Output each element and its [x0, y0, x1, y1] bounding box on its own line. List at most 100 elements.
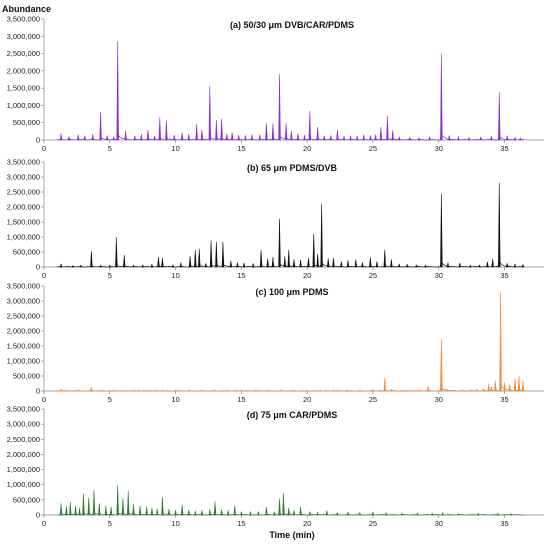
- peak-mark: [124, 130, 127, 141]
- y-tick-label: 2,500,000: [7, 435, 40, 444]
- peak-mark: [296, 133, 300, 141]
- peak-mark: [258, 134, 261, 141]
- peak-mark: [87, 497, 90, 516]
- peak-mark: [378, 389, 381, 392]
- peak-mark: [83, 135, 86, 141]
- x-tick-label: 25: [369, 519, 377, 528]
- y-tick-label: 1,500,000: [7, 84, 40, 93]
- peak-mark: [209, 240, 213, 268]
- peak-mark: [458, 262, 461, 268]
- x-tick-label: 15: [237, 144, 245, 153]
- peak-mark: [77, 134, 80, 141]
- peak-mark: [358, 389, 361, 392]
- peak-mark: [200, 510, 204, 516]
- x-tick-label: 5: [108, 519, 112, 528]
- peak-mark: [98, 503, 101, 516]
- peak-mark: [408, 136, 411, 141]
- peak-mark: [149, 389, 152, 392]
- x-tick-label: 35: [500, 271, 508, 280]
- y-tick-label: 3,000,000: [7, 173, 40, 182]
- peak-mark: [428, 136, 431, 141]
- y-tick-label: 0: [36, 136, 40, 145]
- peak-mark: [227, 510, 230, 516]
- peak-mark: [271, 123, 275, 141]
- x-tick-label: 5: [108, 395, 112, 404]
- peak-mark: [133, 135, 136, 141]
- peak-mark: [498, 182, 501, 268]
- peak-mark: [308, 511, 311, 516]
- peak-mark: [400, 512, 404, 516]
- peak-mark: [419, 389, 422, 392]
- y-axis-label: Abundance: [2, 4, 51, 14]
- peak-mark: [59, 503, 63, 516]
- peak-mark: [90, 251, 93, 268]
- peak-mark: [513, 136, 517, 141]
- peak-mark: [158, 117, 161, 141]
- x-tick-label: 20: [303, 519, 311, 528]
- peak-mark: [490, 135, 493, 141]
- x-tick-label: 10: [171, 519, 179, 528]
- peak-mark: [505, 263, 509, 268]
- y-tick-label: 3,500,000: [7, 158, 40, 167]
- peak-mark: [179, 262, 183, 268]
- x-axis-label: Time (min): [269, 530, 314, 540]
- peak-mark: [208, 86, 211, 141]
- chart-panel-1: 0 500,000 1,000,000 1,500,000 2,000,000 2,500…: [7, 15, 544, 153]
- y-tick-label: 3,500,000: [7, 282, 40, 291]
- peak-mark: [266, 258, 269, 268]
- peak-mark: [240, 511, 243, 516]
- y-tick-label: 0: [36, 263, 40, 272]
- y-tick-label: 1,500,000: [7, 342, 40, 351]
- peak-mark: [316, 126, 319, 141]
- peak-mark: [362, 134, 365, 141]
- peak-mark: [278, 74, 281, 141]
- peak-mark: [349, 135, 352, 141]
- peak-mark: [307, 257, 310, 268]
- peak-mark: [78, 508, 81, 516]
- y-tick-label: 500,000: [13, 118, 40, 127]
- peak-mark: [180, 132, 184, 141]
- y-tick-label: 500,000: [13, 248, 40, 257]
- peak-mark: [108, 264, 111, 268]
- y-tick-label: 1,500,000: [7, 465, 40, 474]
- y-tick-label: 0: [36, 511, 40, 520]
- peak-mark: [478, 264, 481, 268]
- peak-mark: [257, 511, 260, 516]
- peak-mark: [415, 264, 418, 268]
- peak-mark: [325, 510, 329, 516]
- peak-mark: [327, 258, 330, 268]
- peak-mark: [292, 510, 296, 516]
- peak-mark: [441, 512, 444, 516]
- peak-mark: [308, 111, 311, 141]
- peak-mark: [265, 506, 268, 516]
- x-tick-label: 0: [42, 519, 46, 528]
- peak-mark: [390, 259, 393, 268]
- peak-mark: [77, 389, 80, 392]
- peak-mark: [383, 377, 386, 392]
- peak-mark: [312, 233, 315, 268]
- peak-mark: [496, 512, 500, 516]
- peak-mark: [467, 136, 471, 141]
- peak-mark: [116, 41, 119, 141]
- y-tick-label: 2,000,000: [7, 327, 40, 336]
- peak-mark: [123, 255, 126, 268]
- peak-mark: [79, 264, 83, 268]
- peak-mark: [400, 389, 404, 392]
- peak-mark: [140, 134, 143, 141]
- peak-mark: [167, 508, 171, 516]
- peak-mark: [237, 134, 240, 141]
- peak-mark: [155, 508, 159, 516]
- peak-mark: [150, 264, 154, 268]
- x-tick-label: 5: [108, 144, 112, 153]
- peak-mark: [194, 249, 197, 268]
- peak-mark: [113, 389, 117, 392]
- peak-mark: [230, 132, 234, 141]
- y-tick-label: 2,000,000: [7, 450, 40, 459]
- panel-title: (d) 75 μm CAR/PDMS: [247, 410, 338, 420]
- x-tick-label: 20: [303, 395, 311, 404]
- peak-mark: [398, 136, 401, 141]
- peak-mark: [499, 291, 502, 392]
- peak-mark: [292, 259, 296, 268]
- peak-mark: [305, 389, 309, 392]
- peak-mark: [200, 389, 204, 392]
